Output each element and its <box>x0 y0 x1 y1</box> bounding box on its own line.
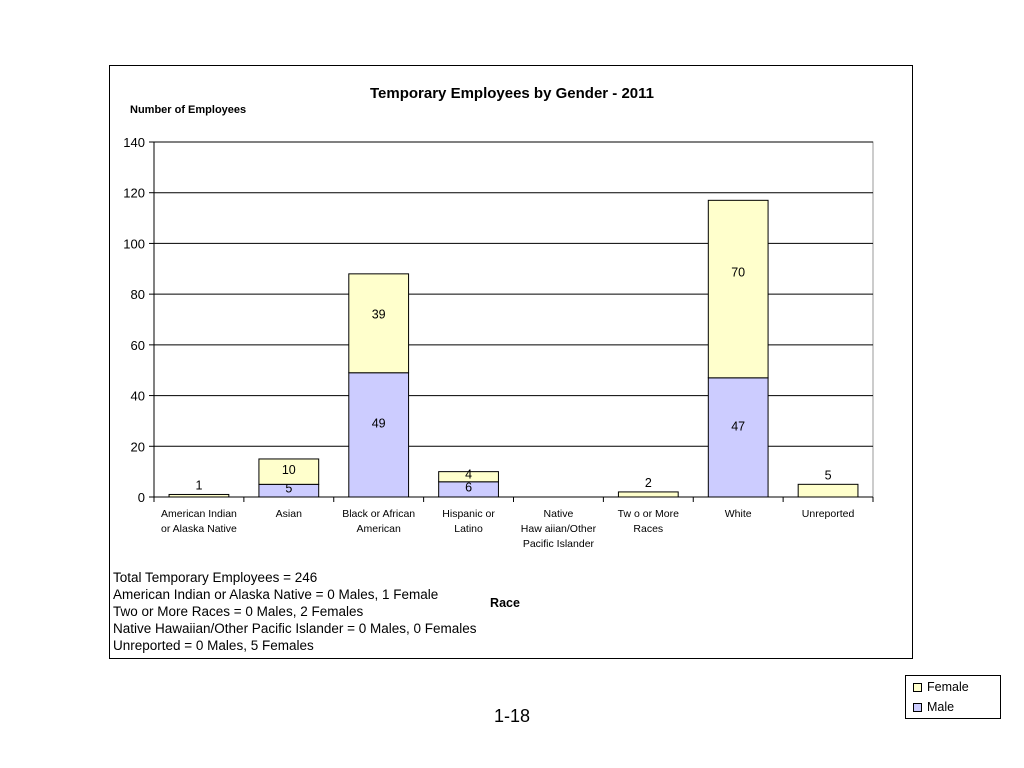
x-category-label: Black or African <box>342 508 415 520</box>
x-category-label: Native <box>544 508 574 520</box>
legend-label-female: Female <box>927 680 969 694</box>
x-category-label: Pacific Islander <box>523 538 595 550</box>
x-category-label: Tw o or More <box>618 508 679 520</box>
bar-female <box>348 273 410 374</box>
x-category-label: American Indian <box>161 508 237 520</box>
bar-female <box>617 491 679 498</box>
legend-swatch-male <box>913 702 922 712</box>
y-tick-label: 80 <box>131 287 145 302</box>
data-label-female: 70 <box>731 265 745 279</box>
y-axis-label: Number of Employees <box>130 104 246 116</box>
chart-legend: Female Male <box>905 675 1001 719</box>
note-line: Unreported = 0 Males, 5 Females <box>113 638 314 653</box>
y-tick-label: 0 <box>138 490 145 505</box>
bar-female <box>797 483 859 498</box>
data-label-male: 5 <box>285 482 292 496</box>
data-label-male: 49 <box>372 416 386 430</box>
data-label-female: 2 <box>645 476 652 490</box>
bar-female <box>258 458 320 485</box>
data-label-female: 1 <box>195 478 202 492</box>
legend-item-female: Female <box>913 679 969 695</box>
x-category-label: Asian <box>276 508 302 520</box>
page-number: 1-18 <box>493 706 531 726</box>
x-category-label: Haw aiian/Other <box>521 523 597 535</box>
note-line: Total Temporary Employees = 246 <box>113 570 318 585</box>
note-line: American Indian or Alaska Native = 0 Mal… <box>113 587 439 602</box>
legend-swatch-female <box>913 682 922 692</box>
note-line: Native Hawaiian/Other Pacific Islander =… <box>113 621 477 636</box>
legend-label-male: Male <box>927 700 955 714</box>
x-category-label: Hispanic or <box>442 508 495 520</box>
x-category-label: Latino <box>454 523 483 535</box>
x-category-label: Races <box>633 523 663 535</box>
bar-male <box>707 377 769 498</box>
y-tick-label: 140 <box>123 135 145 150</box>
chart-frame: Temporary Employees by Gender - 2011 Numb… <box>109 65 1001 719</box>
bar-male <box>348 372 410 498</box>
note-line: Two or More Races = 0 Males, 2 Females <box>113 604 364 619</box>
x-category-label: or Alaska Native <box>161 523 237 535</box>
data-label-female: 10 <box>282 463 296 477</box>
x-category-label: Unreported <box>802 508 855 520</box>
summary-notes: Total Temporary Employees = 246 American… <box>113 569 477 654</box>
stacked-bar-chart: Temporary Employees by Gender - 2011 Numb… <box>123 85 874 610</box>
bar-female <box>707 199 769 379</box>
data-label-female: 39 <box>372 307 386 321</box>
chart-title: Temporary Employees by Gender - 2011 <box>370 85 654 102</box>
y-tick-label: 20 <box>131 439 145 454</box>
bar-female <box>168 493 230 498</box>
x-category-label: American <box>357 523 402 535</box>
data-label-male: 47 <box>731 419 745 433</box>
data-label-female: 5 <box>825 468 832 482</box>
legend-item-male: Male <box>913 699 954 715</box>
data-label-female: 4 <box>465 468 472 482</box>
y-tick-label: 100 <box>123 236 145 251</box>
data-label-male: 6 <box>465 480 472 494</box>
y-tick-label: 120 <box>123 186 145 201</box>
bar-female <box>438 471 499 483</box>
x-category-label: White <box>725 508 752 520</box>
x-axis-label: Race <box>490 596 520 610</box>
y-tick-label: 60 <box>131 338 145 353</box>
y-tick-label: 40 <box>131 389 145 404</box>
